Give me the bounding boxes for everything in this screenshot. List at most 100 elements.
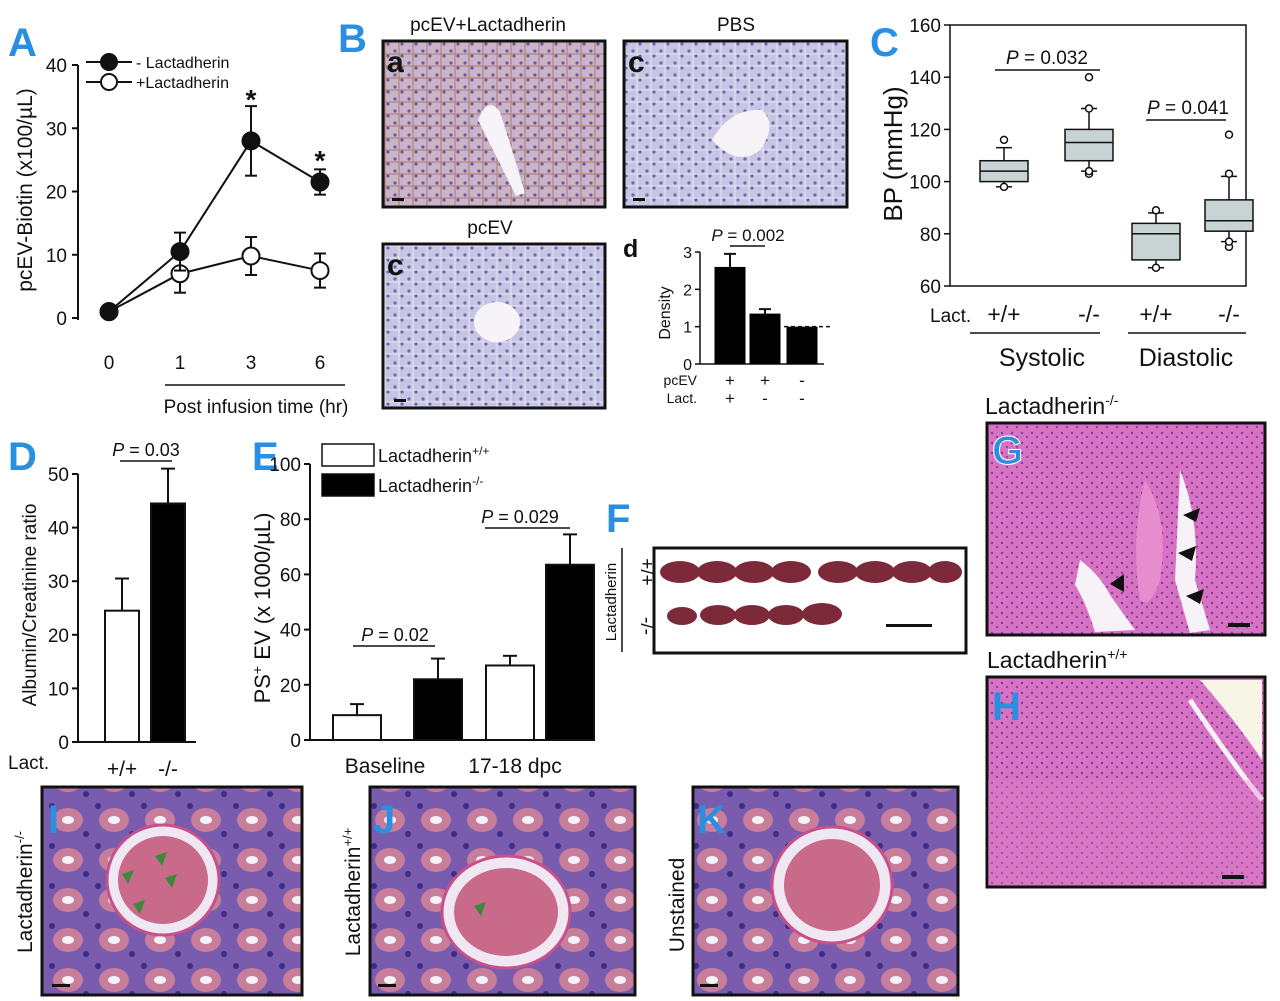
bar	[714, 266, 746, 364]
row-label-lactadherin: Lactadherin	[603, 563, 620, 641]
y-tick-label-e: 80	[280, 510, 301, 531]
micrograph-label-i: Lactadherin-/-	[12, 831, 37, 953]
data-point	[241, 131, 261, 151]
y-tick-label-d: 40	[48, 519, 69, 540]
legend-swatch	[321, 473, 375, 497]
micrograph-letter-c-pbs: c	[628, 46, 645, 79]
bar	[104, 609, 140, 743]
panel-letter-a: A	[8, 21, 37, 65]
bar	[150, 502, 186, 744]
outlier-point	[1151, 263, 1161, 272]
micrograph-title-pcev-lactadherin: pcEV+Lactadherin	[410, 15, 566, 36]
panel-letter-i: I	[48, 798, 59, 842]
row-value-bd: -	[799, 371, 805, 390]
outlier-point	[1151, 206, 1161, 215]
y-tick-label-d: 30	[48, 572, 69, 593]
row-label-bd: pcEV	[664, 372, 698, 388]
chart-e: 0 20 40 60 80 100 PS+ EV (x 1000/µL) Baseline 17…	[249, 443, 595, 778]
category-label-c: +/+	[987, 301, 1020, 327]
micrograph-h	[985, 675, 1267, 889]
chart-c: 60 80 100 120 140 160 BP (mmHg) P = 0.032 P = 0.…	[878, 16, 1254, 372]
panel-letter-h: H	[992, 685, 1021, 729]
chart-a: 0 10 20 30 40 pcEV-Biotin (x100/µL) 0 1 3 6 Post i…	[14, 53, 348, 418]
panel-letter-f: F	[606, 497, 630, 541]
row-value-bd: +	[760, 371, 770, 390]
plot-frame-c	[949, 24, 1247, 287]
significance-star: *	[246, 84, 257, 115]
series-line-0	[108, 139, 321, 313]
group-label-diastolic: Diastolic	[1139, 344, 1233, 372]
outlier-point	[1084, 72, 1094, 82]
panel-letter-k: K	[697, 798, 726, 842]
x-tick-label-a: 6	[315, 353, 326, 374]
y-tick-label-d: 20	[48, 626, 69, 647]
p-value-dpc: P = 0.029	[481, 507, 559, 527]
y-tick-label-bd: 1	[683, 320, 692, 337]
box	[1204, 199, 1254, 232]
series-line-1	[108, 254, 321, 313]
y-tick-label-e: 40	[280, 621, 301, 642]
bar	[786, 326, 818, 364]
group-label-systolic: Systolic	[999, 344, 1085, 372]
panel-letter-d: D	[8, 435, 37, 479]
y-tick-label-e: 60	[280, 565, 301, 586]
bar	[749, 313, 781, 364]
micrograph-pcev-lactadherin: a	[381, 39, 607, 209]
legend-label: - Lactadherin	[136, 55, 229, 72]
category-label-c: -/-	[1218, 301, 1240, 327]
panel-letter-j: J	[373, 798, 395, 842]
row-value-bd: +	[725, 389, 735, 408]
p-value-baseline: P = 0.02	[361, 625, 429, 645]
uterus-photo: Lactadherin +/+ -/-	[603, 546, 968, 655]
legend-marker	[100, 53, 118, 71]
y-tick-label-c: 60	[920, 277, 941, 298]
micrograph-label-k: Unstained	[666, 858, 689, 953]
data-point	[310, 261, 330, 281]
x-tick-label-a: 1	[175, 353, 186, 374]
y-tick-label-c: 120	[909, 120, 941, 141]
panel-letter-e: E	[252, 435, 279, 479]
outlier-point	[1084, 166, 1094, 176]
y-tick-label-c: 160	[909, 16, 941, 37]
data-point	[170, 242, 190, 262]
legend-marker	[100, 73, 118, 91]
y-tick-label-c: 140	[909, 68, 941, 89]
y-axis-label-c: BP (mmHg)	[878, 86, 908, 221]
outlier-point	[1084, 104, 1094, 113]
y-tick-label-bd: 2	[683, 282, 692, 299]
outlier-point	[1224, 130, 1234, 139]
chart-d: 0 10 20 30 40 50 Albumin/Creatinine ratio P = 0…	[8, 440, 196, 781]
x-tick-label-a: 3	[246, 353, 257, 374]
data-point	[310, 172, 330, 192]
category-label-c: +/+	[1139, 301, 1172, 327]
p-value-diastolic: P = 0.041	[1147, 98, 1229, 119]
row-label-bd: Lact.	[667, 390, 697, 406]
y-tick-label-c: 100	[909, 173, 941, 194]
y-tick-label-e: 0	[290, 731, 301, 752]
bar	[545, 563, 595, 741]
y-tick-label-a: 30	[46, 119, 67, 140]
row-label-knockout: -/-	[636, 617, 657, 635]
x-tick-label-a: 0	[104, 353, 115, 374]
outlier-point	[999, 135, 1009, 145]
micrograph-letter-c-pcev: c	[387, 249, 404, 282]
category-label-c: -/-	[1078, 301, 1100, 327]
bar	[485, 664, 535, 741]
row-value-bd: +	[725, 371, 735, 390]
panel-letter-g: G	[992, 429, 1023, 473]
row-label-d: Lact.	[8, 753, 49, 774]
y-tick-label-c: 80	[920, 225, 941, 246]
category-label-dpc: 17-18 dpc	[468, 755, 561, 778]
box	[1064, 128, 1114, 162]
y-tick-label-a: 40	[46, 56, 67, 77]
significance-star: *	[315, 145, 326, 176]
y-axis-label-e: PS+ EV (x 1000/µL)	[249, 513, 275, 704]
y-tick-label-bd: 0	[683, 357, 692, 374]
y-tick-label-bd: 3	[683, 245, 692, 262]
y-tick-label-a: 10	[46, 246, 67, 267]
micrograph-title-g: Lactadherin-/-	[985, 392, 1119, 419]
panel-letter-b: B	[338, 17, 367, 61]
y-axis-label-d: Albumin/Creatinine ratio	[20, 504, 41, 707]
category-label-d: -/-	[158, 758, 178, 781]
